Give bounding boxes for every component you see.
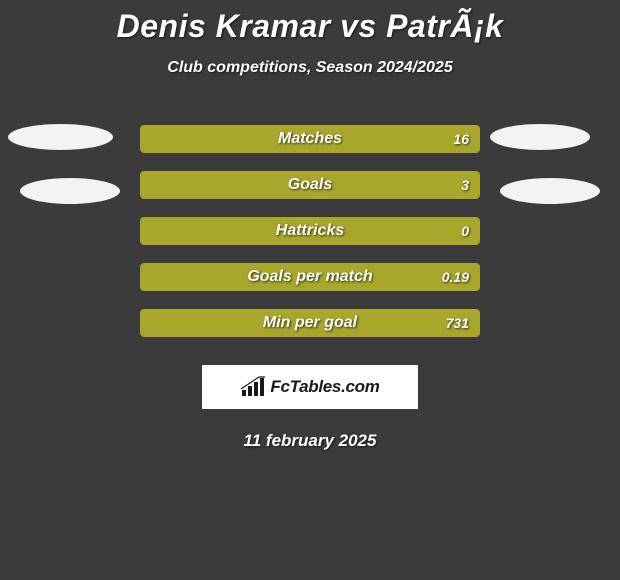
avatar-placeholder	[500, 178, 600, 204]
stat-bar: Min per goal 731	[140, 309, 480, 337]
stat-label: Goals per match	[247, 268, 372, 286]
stat-bar: Goals 3	[140, 171, 480, 199]
subtitle: Club competitions, Season 2024/2025	[0, 59, 620, 77]
stats-bars: Matches 16 Goals 3 Hattricks 0 Goals per match…	[140, 125, 480, 337]
stat-label: Goals	[288, 176, 332, 194]
chart-icon	[240, 376, 266, 398]
date-text: 11 february 2025	[0, 431, 620, 451]
stat-label: Hattricks	[276, 222, 344, 240]
logo-text: FcTables.com	[270, 377, 379, 397]
stat-bar: Hattricks 0	[140, 217, 480, 245]
stat-label: Min per goal	[263, 314, 357, 332]
stat-value: 731	[446, 315, 469, 331]
stat-value: 16	[453, 131, 469, 147]
avatar-placeholder	[8, 124, 113, 150]
logo-box: FcTables.com	[202, 365, 418, 409]
page-title: Denis Kramar vs PatrÃ¡k	[0, 0, 620, 45]
stat-bar: Goals per match 0.19	[140, 263, 480, 291]
stat-value: 0.19	[442, 269, 469, 285]
avatar-placeholder	[490, 124, 590, 150]
stat-value: 3	[461, 177, 469, 193]
stat-label: Matches	[278, 130, 342, 148]
stat-bar: Matches 16	[140, 125, 480, 153]
stat-value: 0	[461, 223, 469, 239]
avatar-placeholder	[20, 178, 120, 204]
